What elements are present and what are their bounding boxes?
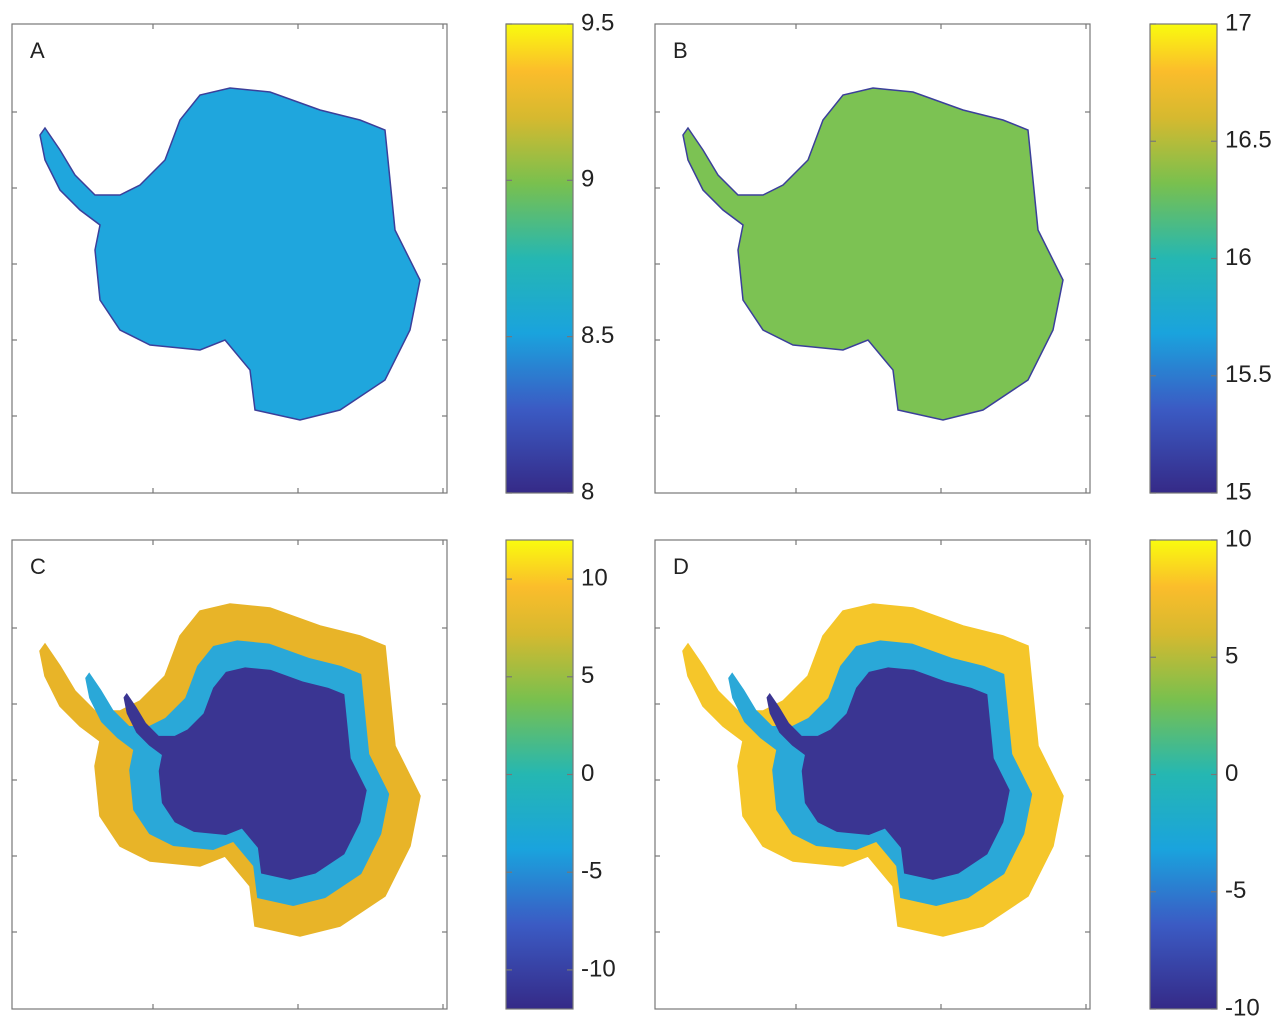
colorbar-tick-label: 15 (1225, 478, 1252, 505)
continent (682, 87, 1064, 421)
colorbar (1149, 539, 1218, 1010)
colorbar-tick-label: 10 (1225, 525, 1252, 552)
colorbar-tick-label: 8 (581, 478, 594, 505)
panel: A (11, 23, 448, 494)
panel-label: D (673, 554, 689, 579)
colorbar-tick-label: 16.5 (1225, 127, 1272, 154)
colorbar-tick-label: 16 (1225, 244, 1252, 271)
continent-core (766, 667, 1010, 880)
continent (39, 87, 421, 421)
colorbar (1149, 23, 1218, 494)
colorbar-tick-label: 8.5 (581, 322, 614, 349)
continent-core (123, 667, 367, 880)
colorbar-tick-label: 0 (581, 760, 594, 787)
colorbar (505, 23, 574, 494)
panel-label: A (30, 38, 45, 63)
colorbar-tick-label: -5 (581, 858, 602, 885)
panel: D (654, 539, 1091, 1010)
colorbar-tick-label: 5 (1225, 643, 1238, 670)
colorbar-tick-label: 9.5 (581, 9, 614, 36)
panel-label: B (673, 38, 688, 63)
colorbar-tick-label: -10 (581, 955, 616, 982)
colorbar (505, 539, 574, 1010)
panel: B (654, 23, 1091, 494)
colorbar-tick-label: 9 (581, 166, 594, 193)
colorbar-tick-label: 10 (581, 564, 608, 591)
colorbar-tick-label: 17 (1225, 9, 1252, 36)
panel: C (11, 539, 448, 1010)
colorbar-tick-label: -10 (1225, 994, 1260, 1021)
colorbar-tick-label: 0 (1225, 760, 1238, 787)
colorbar-tick-label: -5 (1225, 877, 1246, 904)
colorbar-tick-label: 5 (581, 662, 594, 689)
panel-label: C (30, 554, 46, 579)
colorbar-tick-label: 15.5 (1225, 361, 1272, 388)
